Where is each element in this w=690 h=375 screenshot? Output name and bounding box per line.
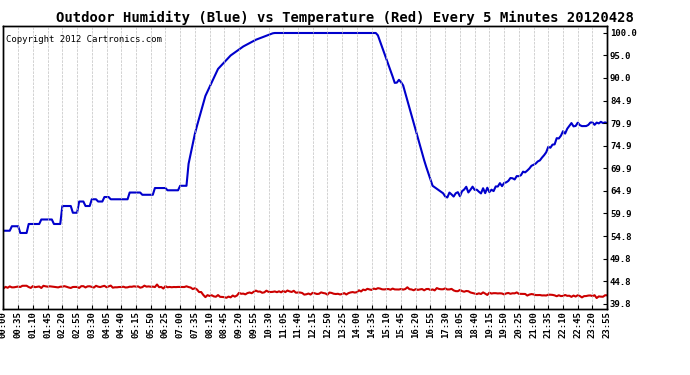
Text: Copyright 2012 Cartronics.com: Copyright 2012 Cartronics.com	[6, 35, 162, 44]
Text: Outdoor Humidity (Blue) vs Temperature (Red) Every 5 Minutes 20120428: Outdoor Humidity (Blue) vs Temperature (…	[56, 11, 634, 26]
